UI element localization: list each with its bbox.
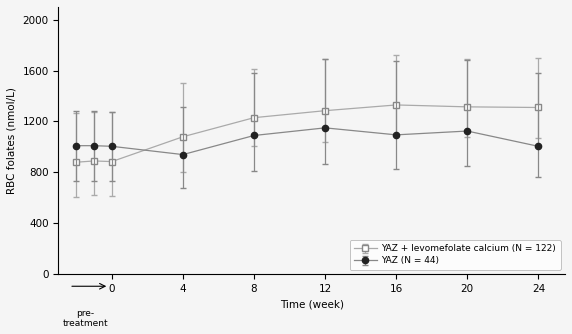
- Text: pre-
treatment: pre- treatment: [62, 309, 108, 328]
- X-axis label: Time (week): Time (week): [280, 300, 344, 310]
- Y-axis label: RBC folates (nmol/L): RBC folates (nmol/L): [7, 87, 17, 194]
- Legend: YAZ + levomefolate calcium (N = 122), YAZ (N = 44): YAZ + levomefolate calcium (N = 122), YA…: [349, 240, 561, 270]
